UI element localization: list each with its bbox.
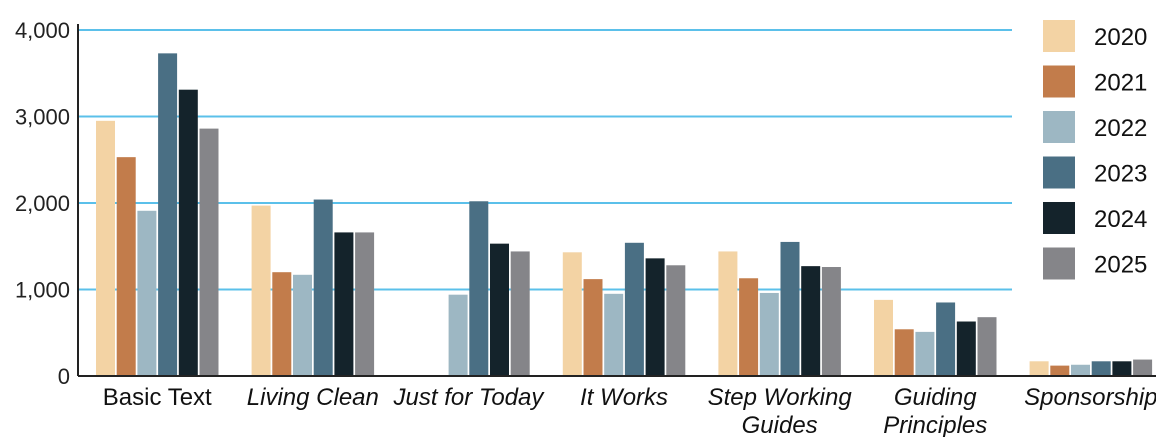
bar: [604, 293, 624, 376]
y-tick-label: 4,000: [15, 18, 70, 43]
bar: [334, 232, 354, 376]
x-tick-label: Basic Text: [103, 384, 212, 411]
bar: [1050, 365, 1070, 376]
bar: [158, 53, 178, 376]
legend-label: 2023: [1094, 161, 1147, 188]
bar: [936, 302, 956, 376]
bar: [1091, 361, 1111, 376]
legend-label: 2024: [1094, 206, 1147, 233]
x-tick-label: It Works: [580, 384, 668, 411]
bar: [96, 120, 115, 376]
bar: [1133, 359, 1153, 376]
bar: [666, 265, 686, 376]
bar: [624, 242, 644, 376]
bar: [583, 279, 603, 376]
x-tick-label: Living Clean: [247, 384, 379, 411]
bar: [251, 205, 271, 376]
bar: [137, 210, 157, 376]
bar: [313, 199, 333, 376]
bar: [1029, 361, 1049, 376]
bar: [801, 266, 821, 376]
bar: [562, 252, 582, 376]
bar: [116, 157, 136, 376]
bar: [293, 274, 312, 376]
bar: [915, 331, 935, 376]
bar: [490, 243, 509, 376]
bar: [510, 251, 530, 376]
legend-label: 2020: [1094, 24, 1147, 51]
bar: [448, 294, 468, 376]
legend-swatch: [1043, 156, 1075, 189]
bar: [1071, 364, 1090, 376]
bar: [199, 128, 219, 376]
gridlines: [78, 29, 1012, 291]
legend-swatch: [1043, 111, 1075, 143]
bar: [355, 232, 375, 376]
bar: [469, 201, 489, 376]
bar: [956, 321, 976, 376]
legend-label: 2025: [1094, 252, 1147, 279]
x-axis: Basic Text Living Clean Just for Today It W…: [78, 375, 1156, 437]
bar: [645, 258, 665, 376]
bar: [821, 267, 841, 376]
legend-label: 2022: [1094, 115, 1147, 142]
legend-swatch: [1043, 65, 1075, 98]
legend: 2020 2021 2022 2023 2024 2025: [1043, 20, 1147, 280]
bar: [272, 272, 292, 376]
y-tick-label: 3,000: [15, 105, 70, 130]
x-tick-label: Step Working Guides: [708, 384, 853, 437]
legend-swatch: [1043, 202, 1075, 234]
bar: [718, 251, 738, 376]
bar: [739, 278, 759, 376]
x-tick-label: Guiding Principles: [883, 384, 987, 437]
bar: [759, 292, 779, 376]
bar: [1112, 361, 1132, 376]
x-tick-label: Sponsorship: [1024, 384, 1156, 411]
y-tick-label: 2,000: [15, 191, 70, 216]
bar: [780, 241, 800, 376]
bar: [977, 317, 997, 376]
legend-label: 2021: [1094, 70, 1147, 97]
y-axis: 0 1,000 2,000 3,000 4,000: [15, 18, 79, 389]
x-tick-label: Just for Today: [393, 384, 546, 411]
bar: [178, 89, 198, 376]
bars: [96, 53, 1153, 376]
bar: [874, 299, 893, 376]
bar: [894, 329, 914, 376]
y-tick-label: 0: [58, 364, 70, 389]
legend-swatch: [1043, 247, 1075, 280]
y-tick-label: 1,000: [15, 278, 70, 303]
legend-swatch: [1043, 20, 1075, 52]
